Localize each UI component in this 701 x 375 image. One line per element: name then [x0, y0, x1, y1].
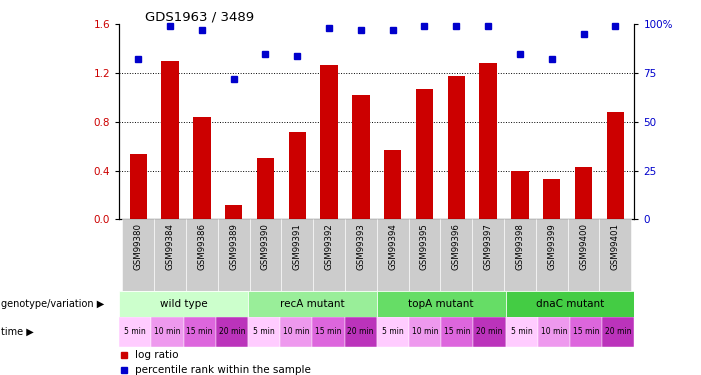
Text: 20 min: 20 min	[348, 327, 374, 336]
Bar	[479, 63, 497, 219]
Bar	[538, 317, 570, 347]
Text: dnaC mutant: dnaC mutant	[536, 299, 604, 309]
Text: percentile rank within the sample: percentile rank within the sample	[135, 365, 311, 375]
Text: GSM99389: GSM99389	[229, 223, 238, 270]
Text: GSM99394: GSM99394	[388, 223, 397, 270]
Text: log ratio: log ratio	[135, 350, 178, 360]
Text: GSM99396: GSM99396	[452, 223, 461, 270]
Bar	[248, 317, 280, 347]
Text: recA mutant: recA mutant	[280, 299, 345, 309]
Text: GSM99401: GSM99401	[611, 223, 620, 270]
Text: GSM99395: GSM99395	[420, 223, 429, 270]
Text: 5 min: 5 min	[511, 327, 533, 336]
Bar	[280, 317, 313, 347]
Text: 10 min: 10 min	[540, 327, 567, 336]
Bar	[409, 219, 440, 291]
Text: GSM99391: GSM99391	[293, 223, 301, 270]
Bar	[216, 317, 248, 347]
Bar	[568, 219, 599, 291]
Bar	[313, 219, 345, 291]
Text: genotype/variation ▶: genotype/variation ▶	[1, 299, 104, 309]
Bar	[345, 219, 377, 291]
Bar	[345, 317, 377, 347]
Bar	[119, 291, 248, 317]
Bar	[151, 317, 184, 347]
Text: 15 min: 15 min	[315, 327, 341, 336]
Text: 20 min: 20 min	[219, 327, 245, 336]
Text: GSM99393: GSM99393	[356, 223, 365, 270]
Text: 5 min: 5 min	[124, 327, 146, 336]
Text: 10 min: 10 min	[283, 327, 310, 336]
Text: 20 min: 20 min	[476, 327, 503, 336]
Bar	[384, 150, 402, 219]
Bar	[505, 317, 538, 347]
Bar	[602, 317, 634, 347]
Bar	[218, 219, 250, 291]
Bar	[154, 219, 186, 291]
Text: topA mutant: topA mutant	[409, 299, 474, 309]
Bar	[186, 219, 218, 291]
Text: GSM99386: GSM99386	[198, 223, 206, 270]
Text: GSM99380: GSM99380	[134, 223, 143, 270]
Bar	[130, 154, 147, 219]
Text: 10 min: 10 min	[154, 327, 181, 336]
Bar	[377, 291, 505, 317]
Bar	[123, 219, 154, 291]
Bar	[320, 64, 338, 219]
Bar	[377, 317, 409, 347]
Text: 20 min: 20 min	[605, 327, 632, 336]
Bar	[313, 317, 345, 347]
Text: 5 min: 5 min	[253, 327, 275, 336]
Text: GSM99392: GSM99392	[325, 223, 334, 270]
Bar	[377, 219, 409, 291]
Bar	[225, 205, 243, 219]
Bar	[504, 219, 536, 291]
Bar	[599, 219, 631, 291]
Text: GSM99384: GSM99384	[165, 223, 175, 270]
Text: 10 min: 10 min	[412, 327, 438, 336]
Text: wild type: wild type	[160, 299, 207, 309]
Text: GDS1963 / 3489: GDS1963 / 3489	[145, 10, 254, 23]
Text: GSM99390: GSM99390	[261, 223, 270, 270]
Bar	[511, 171, 529, 219]
Bar	[472, 219, 504, 291]
Bar	[473, 317, 505, 347]
Bar	[447, 76, 465, 219]
Bar	[441, 317, 473, 347]
Bar	[257, 158, 274, 219]
Bar	[570, 317, 602, 347]
Text: GSM99397: GSM99397	[484, 223, 493, 270]
Bar	[536, 219, 568, 291]
Text: 5 min: 5 min	[382, 327, 404, 336]
Bar	[606, 112, 624, 219]
Bar	[416, 89, 433, 219]
Bar	[440, 219, 472, 291]
Bar	[352, 95, 369, 219]
Bar	[119, 317, 151, 347]
Bar	[505, 291, 634, 317]
Text: GSM99398: GSM99398	[515, 223, 524, 270]
Bar	[543, 179, 561, 219]
Bar	[248, 291, 377, 317]
Bar	[575, 167, 592, 219]
Text: 15 min: 15 min	[573, 327, 599, 336]
Text: GSM99400: GSM99400	[579, 223, 588, 270]
Bar	[250, 219, 281, 291]
Bar	[193, 117, 210, 219]
Bar	[289, 132, 306, 219]
Bar	[281, 219, 313, 291]
Text: time ▶: time ▶	[1, 327, 34, 337]
Text: 15 min: 15 min	[186, 327, 213, 336]
Bar	[409, 317, 441, 347]
Text: 15 min: 15 min	[444, 327, 470, 336]
Text: GSM99399: GSM99399	[547, 223, 556, 270]
Bar	[184, 317, 216, 347]
Bar	[161, 61, 179, 219]
